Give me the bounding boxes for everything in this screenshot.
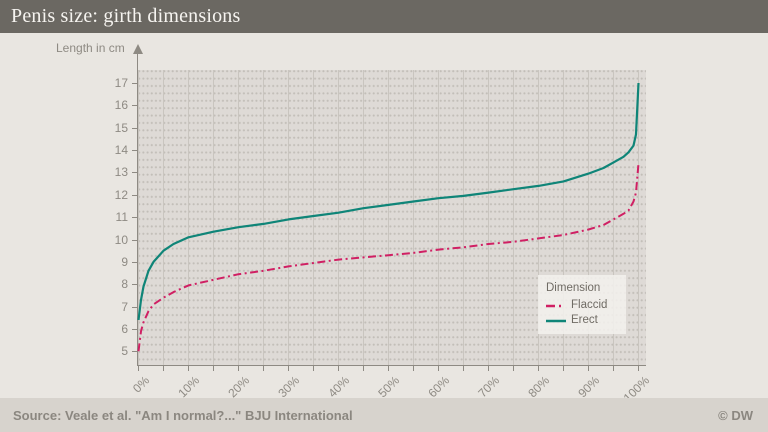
x-tick-mark bbox=[488, 366, 489, 371]
legend-items: Flaccid Erect bbox=[546, 299, 620, 327]
x-tick-mark bbox=[213, 366, 214, 371]
x-tick-mark bbox=[513, 366, 514, 371]
y-tick-mark bbox=[132, 83, 137, 84]
legend-item-flaccid: Flaccid bbox=[546, 299, 620, 312]
x-tick-mark bbox=[438, 366, 439, 371]
y-tick-mark bbox=[132, 172, 137, 174]
y-tick-mark bbox=[132, 105, 137, 107]
y-axis-line bbox=[137, 53, 138, 365]
y-tick-label: 14 bbox=[114, 143, 128, 158]
y-tick-mark bbox=[132, 194, 137, 196]
y-tick-label: 5 bbox=[121, 344, 128, 359]
y-tick-mark bbox=[132, 150, 137, 152]
x-tick-mark bbox=[238, 366, 239, 371]
x-axis-line bbox=[137, 365, 646, 366]
x-tick-mark bbox=[138, 366, 139, 371]
x-tick-mark bbox=[263, 366, 264, 371]
legend-title: Dimension bbox=[546, 282, 601, 294]
y-tick-label: 12 bbox=[114, 187, 128, 202]
footer: Source: Veale et al. "Am I normal?..." B… bbox=[0, 398, 768, 432]
x-tick-mark bbox=[338, 366, 339, 371]
y-tick-label: 10 bbox=[114, 232, 128, 247]
y-tick-mark bbox=[132, 127, 137, 129]
y-tick-label: 7 bbox=[121, 299, 128, 314]
legend-line-sample-icon bbox=[546, 304, 566, 307]
x-tick-mark bbox=[288, 366, 289, 371]
x-tick-mark bbox=[563, 366, 564, 371]
y-tick-mark bbox=[132, 328, 137, 330]
chart-title: Penis size: girth dimensions bbox=[11, 5, 241, 27]
y-tick-label: 13 bbox=[114, 165, 128, 180]
y-tick-label: 15 bbox=[114, 120, 128, 135]
x-tick-mark bbox=[388, 366, 389, 371]
x-tick-mark bbox=[313, 366, 314, 371]
y-tick-mark bbox=[132, 217, 137, 219]
legend-item-label: Flaccid bbox=[571, 299, 608, 311]
y-tick-mark bbox=[132, 351, 137, 353]
x-tick-mark bbox=[188, 366, 189, 371]
y-tick-mark bbox=[132, 284, 137, 286]
x-tick-mark bbox=[463, 366, 464, 371]
y-tick-label: 17 bbox=[114, 76, 128, 90]
y-tick-mark bbox=[132, 306, 137, 308]
source-text: Source: Veale et al. "Am I normal?..." B… bbox=[13, 407, 353, 423]
axis-arrow-up-icon bbox=[132, 44, 143, 54]
legend: Dimension Flaccid Erect bbox=[538, 275, 626, 334]
x-tick-mark bbox=[538, 366, 539, 371]
y-tick-label: 6 bbox=[121, 321, 128, 336]
y-tick-mark bbox=[132, 261, 137, 263]
legend-item-label: Erect bbox=[571, 314, 598, 326]
x-tick-mark bbox=[363, 366, 364, 371]
y-axis-title: Length in cm bbox=[56, 41, 125, 55]
legend-item-erect: Erect bbox=[546, 314, 620, 327]
x-tick-mark bbox=[613, 366, 614, 371]
y-tick-label: 9 bbox=[121, 254, 128, 269]
x-tick-mark bbox=[413, 366, 414, 371]
x-tick-mark bbox=[163, 366, 164, 371]
legend-line-sample-icon bbox=[546, 319, 566, 322]
y-tick-label: 16 bbox=[114, 98, 128, 113]
x-tick-mark bbox=[588, 366, 589, 371]
y-tick-label: 11 bbox=[115, 210, 128, 225]
y-tick-mark bbox=[132, 239, 137, 241]
title-bar: Penis size: girth dimensions bbox=[0, 0, 768, 33]
credit-text: © DW bbox=[718, 407, 753, 423]
x-tick-mark bbox=[638, 366, 639, 371]
y-tick-label: 8 bbox=[121, 277, 128, 292]
